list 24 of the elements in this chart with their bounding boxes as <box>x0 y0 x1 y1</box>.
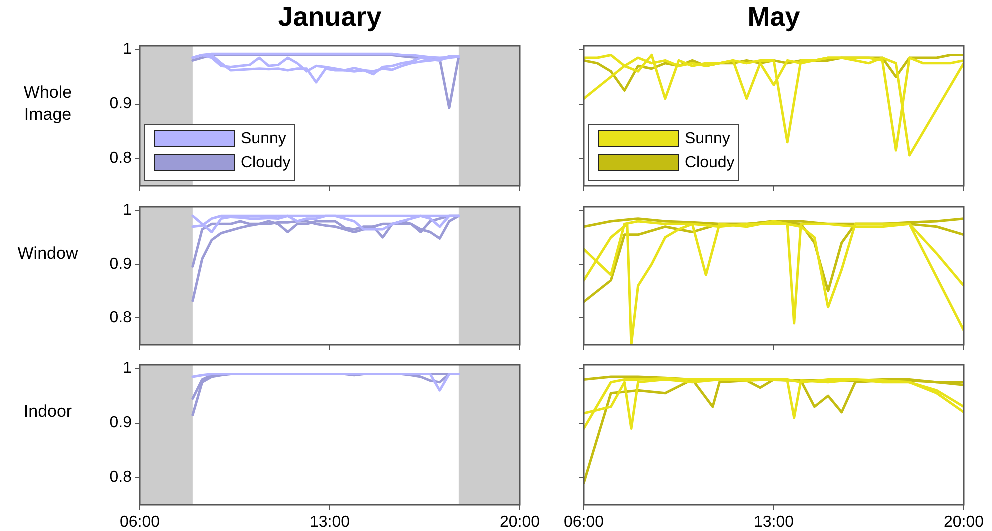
legend-label: Cloudy <box>241 154 291 172</box>
x-tick-label: 06:00 <box>564 514 604 531</box>
x-tick-label: 20:00 <box>944 514 984 531</box>
y-axis-title: Indoor <box>22 401 74 423</box>
y-tick-label: 1 <box>123 202 132 220</box>
y-tick-label: 0.8 <box>110 310 132 327</box>
chart-title: May <box>746 2 802 33</box>
x-tick-label: 13:00 <box>310 514 350 531</box>
legend-label: Sunny <box>241 130 286 148</box>
x-tick-label: 13:00 <box>754 514 794 531</box>
y-tick-label: 0.8 <box>110 469 132 486</box>
y-tick-label: 1 <box>123 360 132 378</box>
chart-title: January <box>277 2 383 33</box>
y-tick-label: 0.9 <box>110 256 132 273</box>
y-tick-label: 0.9 <box>110 414 132 432</box>
y-axis-title: Window <box>16 243 80 265</box>
y-tick-label: 0.8 <box>110 150 132 168</box>
legend-label: Sunny <box>685 130 730 148</box>
legend-label: Cloudy <box>685 154 735 172</box>
y-axis-title: Whole Image <box>22 82 74 126</box>
y-tick-label: 1 <box>123 41 132 58</box>
x-tick-label: 20:00 <box>500 514 540 531</box>
y-tick-label: 0.9 <box>110 96 132 113</box>
x-tick-label: 06:00 <box>120 514 160 531</box>
